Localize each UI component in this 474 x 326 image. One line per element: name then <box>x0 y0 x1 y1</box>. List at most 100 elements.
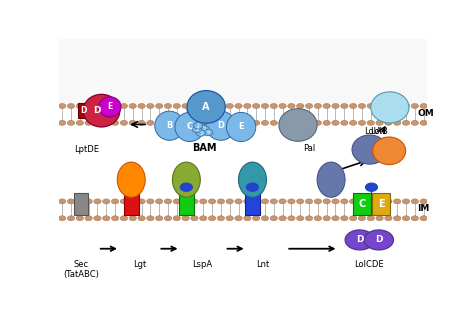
Circle shape <box>244 103 251 109</box>
Ellipse shape <box>279 109 317 141</box>
Text: 1: 1 <box>197 123 200 128</box>
Circle shape <box>200 216 207 221</box>
Circle shape <box>288 216 295 221</box>
Circle shape <box>393 103 401 109</box>
Circle shape <box>288 199 295 204</box>
Circle shape <box>261 103 269 109</box>
Text: 3: 3 <box>199 130 202 136</box>
Circle shape <box>173 199 181 204</box>
Circle shape <box>203 129 213 136</box>
Circle shape <box>102 103 110 109</box>
Circle shape <box>67 103 75 109</box>
Circle shape <box>420 199 428 204</box>
Circle shape <box>138 216 145 221</box>
Circle shape <box>146 120 154 126</box>
Circle shape <box>314 216 321 221</box>
Circle shape <box>209 103 216 109</box>
Circle shape <box>279 216 286 221</box>
Circle shape <box>217 103 225 109</box>
Circle shape <box>164 103 172 109</box>
Circle shape <box>253 216 260 221</box>
Circle shape <box>111 120 119 126</box>
Text: LolA: LolA <box>365 127 382 137</box>
Circle shape <box>349 216 357 221</box>
Circle shape <box>85 103 92 109</box>
Circle shape <box>341 199 348 204</box>
Circle shape <box>305 103 313 109</box>
Circle shape <box>94 103 101 109</box>
Circle shape <box>102 216 110 221</box>
Circle shape <box>349 120 357 126</box>
Circle shape <box>305 120 313 126</box>
Circle shape <box>193 123 203 129</box>
Circle shape <box>364 230 393 250</box>
Text: 5: 5 <box>203 126 206 131</box>
Circle shape <box>341 120 348 126</box>
Circle shape <box>182 216 189 221</box>
Text: B: B <box>166 121 173 130</box>
Ellipse shape <box>99 97 121 117</box>
Circle shape <box>279 103 286 109</box>
Circle shape <box>111 199 119 204</box>
Circle shape <box>67 216 75 221</box>
Circle shape <box>102 199 110 204</box>
Circle shape <box>138 103 145 109</box>
Circle shape <box>402 120 410 126</box>
Text: D: D <box>375 235 383 244</box>
Circle shape <box>349 103 357 109</box>
Circle shape <box>94 120 101 126</box>
Circle shape <box>217 199 225 204</box>
Circle shape <box>76 103 83 109</box>
Circle shape <box>279 120 286 126</box>
Circle shape <box>314 103 321 109</box>
FancyBboxPatch shape <box>74 194 88 215</box>
Circle shape <box>297 120 304 126</box>
Circle shape <box>393 120 401 126</box>
Circle shape <box>332 216 339 221</box>
Circle shape <box>288 103 295 109</box>
Circle shape <box>155 216 163 221</box>
Circle shape <box>173 216 181 221</box>
Circle shape <box>358 199 365 204</box>
Circle shape <box>138 199 145 204</box>
Circle shape <box>385 216 392 221</box>
Circle shape <box>217 216 225 221</box>
Circle shape <box>376 199 383 204</box>
Circle shape <box>393 199 401 204</box>
Text: LspA: LspA <box>192 260 212 269</box>
Text: BAM: BAM <box>192 143 217 153</box>
Circle shape <box>332 199 339 204</box>
Circle shape <box>138 120 145 126</box>
Circle shape <box>253 120 260 126</box>
Circle shape <box>226 120 233 126</box>
Text: D: D <box>218 121 224 130</box>
Circle shape <box>305 216 313 221</box>
Circle shape <box>235 216 242 221</box>
Circle shape <box>146 199 154 204</box>
Circle shape <box>270 199 277 204</box>
Circle shape <box>129 216 137 221</box>
Circle shape <box>297 199 304 204</box>
Circle shape <box>76 216 83 221</box>
Text: OM: OM <box>418 109 434 118</box>
Circle shape <box>235 103 242 109</box>
Circle shape <box>261 216 269 221</box>
Circle shape <box>94 216 101 221</box>
Circle shape <box>323 120 330 126</box>
FancyBboxPatch shape <box>124 194 139 215</box>
Circle shape <box>209 120 216 126</box>
Ellipse shape <box>317 162 345 197</box>
Circle shape <box>85 120 92 126</box>
Circle shape <box>253 199 260 204</box>
Circle shape <box>217 120 225 126</box>
Circle shape <box>376 120 383 126</box>
Text: LolCDE: LolCDE <box>355 260 384 269</box>
Ellipse shape <box>238 162 266 197</box>
Circle shape <box>411 120 419 126</box>
Circle shape <box>209 199 216 204</box>
Circle shape <box>279 199 286 204</box>
Text: D: D <box>356 235 364 244</box>
Ellipse shape <box>373 137 406 165</box>
Circle shape <box>385 120 392 126</box>
Circle shape <box>411 199 419 204</box>
